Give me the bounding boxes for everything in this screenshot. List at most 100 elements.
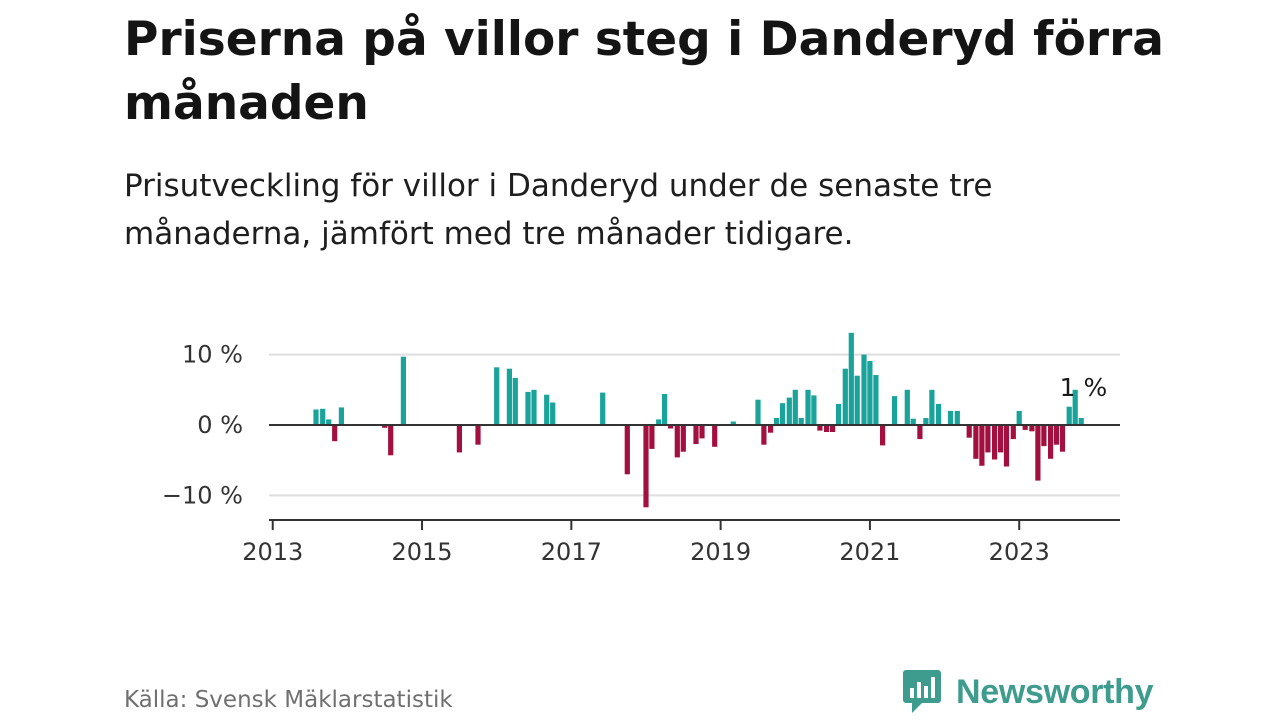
- bar: [929, 389, 935, 425]
- bar: [1035, 425, 1041, 481]
- chart-subtitle: Prisutveckling för villor i Danderyd und…: [124, 168, 993, 252]
- bar: [817, 425, 823, 431]
- bar: [811, 395, 817, 425]
- price-change-chart: 10 % 0 % −10 % 2013 2015 2017 2019 2021 2023 1 %: [162, 332, 1120, 566]
- x-tick-label: 2019: [690, 538, 751, 566]
- bar: [998, 425, 1004, 453]
- bar: [774, 418, 780, 425]
- y-tick-label: −10 %: [162, 481, 243, 509]
- bar: [600, 392, 606, 425]
- bar: [649, 425, 655, 449]
- bar: [985, 425, 991, 453]
- bar: [923, 418, 929, 425]
- bar: [1003, 425, 1010, 467]
- bar: [662, 394, 668, 425]
- bar: [512, 377, 518, 425]
- bar: [917, 425, 923, 440]
- bar: [730, 421, 736, 425]
- bar: [842, 368, 848, 425]
- bar: [506, 368, 512, 425]
- y-tick-label: 10 %: [182, 341, 243, 369]
- bar: [1072, 389, 1078, 425]
- bar: [755, 399, 761, 425]
- bar: [326, 419, 332, 425]
- bar: [761, 425, 767, 445]
- bar: [947, 410, 954, 425]
- bar: [693, 425, 699, 444]
- bar: [699, 425, 705, 439]
- bars: [313, 332, 1084, 508]
- bar: [494, 367, 500, 425]
- bar: [388, 425, 394, 456]
- bar: [550, 402, 556, 425]
- bar: [332, 425, 338, 442]
- bar: [880, 425, 886, 446]
- bar: [848, 332, 854, 425]
- bar: [954, 410, 960, 425]
- bar: [892, 396, 898, 425]
- x-tick-label: 2023: [989, 538, 1050, 566]
- bar: [656, 419, 662, 425]
- bar: [805, 389, 811, 425]
- bar: [936, 403, 942, 425]
- bar: [544, 394, 550, 425]
- bar: [973, 425, 979, 459]
- bar: [1016, 410, 1022, 425]
- axes: [269, 424, 1120, 530]
- bar: [1048, 425, 1054, 459]
- bar: [992, 425, 998, 460]
- x-tick-label: 2021: [839, 538, 900, 566]
- bar: [668, 425, 674, 429]
- bar: [624, 425, 630, 475]
- newsworthy-logo[interactable]: Newsworthy: [902, 668, 1154, 716]
- bar: [786, 397, 792, 425]
- gridlines: [269, 353, 1120, 497]
- bar: [531, 389, 537, 425]
- bar: [400, 356, 406, 425]
- bar: [1053, 425, 1060, 445]
- bar: [861, 354, 867, 425]
- bar: [979, 425, 985, 466]
- bar: [1010, 425, 1016, 440]
- bar: [338, 407, 344, 425]
- bar: [674, 425, 680, 458]
- bar: [836, 403, 842, 425]
- bar: [867, 361, 873, 425]
- y-tick-label: 0 %: [197, 411, 243, 439]
- bar: [824, 425, 830, 432]
- bar: [643, 425, 649, 508]
- bar: [873, 375, 879, 425]
- bar: [904, 389, 910, 425]
- bar: [525, 391, 531, 425]
- bar: [854, 375, 860, 425]
- bar: [456, 425, 462, 453]
- brand-name: Newsworthy: [956, 672, 1154, 711]
- bar: [1029, 425, 1035, 432]
- bar: [1066, 406, 1072, 425]
- bar: [382, 425, 388, 428]
- x-tick-label: 2015: [391, 538, 452, 566]
- bar: [1041, 425, 1047, 447]
- tick-labels: 10 % 0 % −10 % 2013 2015 2017 2019 2021 2023 1 %: [162, 341, 1107, 566]
- bar: [1078, 418, 1084, 425]
- bar: [680, 425, 686, 452]
- x-tick-label: 2013: [242, 538, 303, 566]
- last-value-annotation: 1 %: [1060, 373, 1108, 402]
- bar: [798, 418, 804, 425]
- bar: [313, 409, 319, 425]
- bar: [1059, 425, 1066, 452]
- x-tick-label: 2017: [541, 538, 602, 566]
- bar: [712, 425, 718, 447]
- bar: [966, 425, 972, 438]
- source-note: Källa: Svensk Mäklarstatistik: [124, 687, 453, 713]
- bar: [768, 425, 774, 433]
- bar: [475, 425, 481, 445]
- bar: [320, 408, 326, 425]
- newsworthy-logo-icon: [903, 670, 941, 713]
- bar: [1022, 425, 1028, 430]
- chart-title: Priserna på villor steg i Danderyd förra…: [124, 12, 1164, 131]
- bar: [792, 389, 798, 425]
- bar: [830, 425, 836, 432]
- bar: [910, 418, 916, 425]
- bar: [780, 403, 786, 425]
